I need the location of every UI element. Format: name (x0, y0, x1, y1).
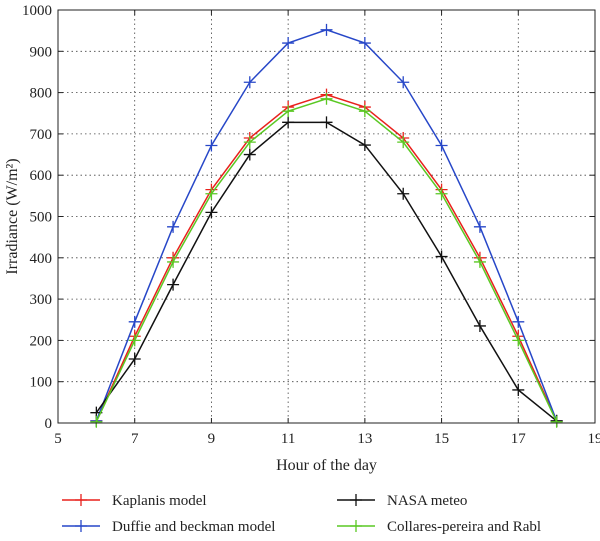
data-point-marker (167, 278, 180, 291)
data-point-marker (282, 37, 295, 50)
x-axis-label: Hour of the day (276, 457, 377, 474)
data-point-marker (205, 139, 218, 152)
x-tick-label: 9 (208, 431, 216, 447)
data-point-marker (435, 187, 448, 200)
y-tick-label: 100 (30, 375, 53, 391)
legend-item: NASA meteo (337, 493, 467, 509)
data-point-marker (358, 105, 371, 118)
data-point-marker (167, 255, 180, 268)
y-tick-label: 700 (30, 127, 53, 143)
data-point-marker (243, 76, 256, 89)
x-tick-label: 15 (434, 431, 449, 447)
data-point-marker (205, 187, 218, 200)
y-tick-label: 500 (30, 210, 53, 226)
data-point-marker (512, 315, 525, 328)
axis-ticks: 5 7 9 11 13 15 17 19 0 100 200 300 400 500 600 700 800 90… (22, 3, 600, 447)
x-tick-label: 19 (588, 431, 600, 447)
legend-item: Duffie and beckman model (62, 519, 275, 535)
legend-marker (75, 494, 87, 506)
plot-series (90, 23, 563, 428)
data-point-marker (435, 250, 448, 263)
data-point-marker (167, 220, 180, 233)
data-point-marker (358, 37, 371, 50)
data-point-marker (397, 187, 410, 200)
legend-label: Collares-pereira and Rabl (387, 519, 541, 535)
x-tick-label: 13 (357, 431, 372, 447)
legend: Kaplanis model NASA meteo Duffie and beckm… (62, 493, 541, 535)
data-point-marker (243, 136, 256, 149)
data-point-marker (512, 383, 525, 396)
data-point-marker (358, 139, 371, 152)
data-point-marker (128, 352, 141, 365)
series-3 (90, 92, 563, 428)
data-point-marker (320, 23, 333, 36)
series-2 (90, 116, 563, 427)
y-tick-label: 400 (30, 251, 53, 267)
y-tick-label: 900 (30, 44, 53, 60)
y-tick-label: 1000 (22, 3, 52, 19)
data-point-marker (128, 334, 141, 347)
data-point-marker (397, 136, 410, 149)
legend-label: Duffie and beckman model (112, 519, 275, 535)
legend-marker (75, 520, 87, 532)
data-point-marker (435, 139, 448, 152)
data-point-marker (473, 220, 486, 233)
y-axis-label: Irradiance (W/m²) (4, 158, 21, 274)
legend-label: NASA meteo (387, 493, 467, 509)
data-point-marker (512, 334, 525, 347)
data-point-marker (397, 76, 410, 89)
x-tick-label: 17 (511, 431, 527, 447)
plot-area-frame (57, 9, 596, 424)
data-point-marker (282, 116, 295, 129)
legend-marker (350, 494, 362, 506)
data-point-marker (205, 206, 218, 219)
data-point-marker (473, 255, 486, 268)
series-line (95, 98, 558, 423)
data-point-marker (243, 148, 256, 161)
legend-marker (350, 520, 362, 532)
data-point-marker (320, 92, 333, 105)
y-tick-label: 300 (30, 292, 53, 308)
x-tick-label: 5 (54, 431, 62, 447)
data-point-marker (473, 319, 486, 332)
y-tick-label: 800 (30, 86, 53, 102)
series-line (95, 93, 558, 422)
data-point-marker (128, 315, 141, 328)
series-line (95, 121, 558, 422)
y-tick-label: 0 (45, 416, 53, 432)
legend-label: Kaplanis model (112, 493, 207, 509)
legend-item: Kaplanis model (62, 493, 207, 509)
series-1 (90, 23, 563, 427)
legend-item: Collares-pereira and Rabl (337, 519, 541, 535)
grid (58, 10, 595, 423)
data-point-marker (90, 415, 103, 428)
y-tick-label: 600 (30, 168, 53, 184)
x-tick-label: 7 (131, 431, 139, 447)
data-point-marker (282, 105, 295, 118)
data-point-marker (320, 116, 333, 129)
data-point-marker (550, 415, 563, 428)
series-line (95, 29, 558, 422)
y-tick-label: 200 (30, 333, 53, 349)
x-tick-label: 11 (281, 431, 295, 447)
